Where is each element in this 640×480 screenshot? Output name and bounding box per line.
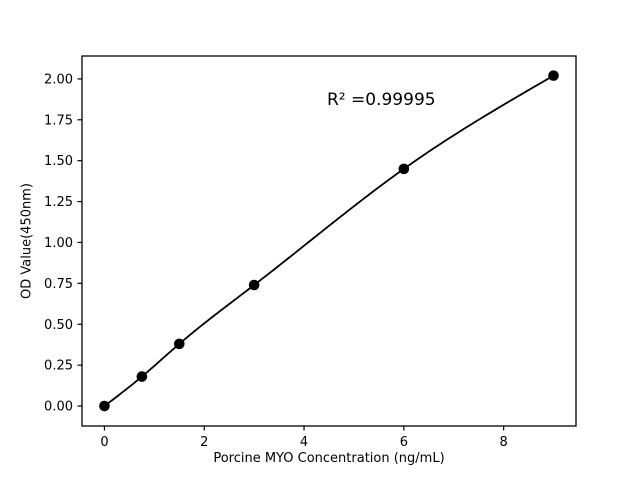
axes-spines <box>81 55 577 427</box>
y-tick-label: 1.00 <box>44 236 73 251</box>
x-tick-label: 6 <box>400 435 408 450</box>
data-point <box>398 163 410 175</box>
data-point <box>174 338 185 350</box>
x-tick-label: 0 <box>100 435 108 450</box>
y-axis-label: OD Value(450nm) <box>19 183 35 299</box>
y-tick-label: 2.00 <box>44 72 73 87</box>
x-tick-label: 8 <box>500 435 508 450</box>
y-tick-label: 0.25 <box>44 359 73 374</box>
y-tick-label: 1.50 <box>44 154 73 169</box>
data-point <box>136 371 148 382</box>
fitted-curve <box>103 74 555 407</box>
r-squared-annotation: R² =0.99995 <box>327 90 436 110</box>
x-axis-label: Porcine MYO Concentration (ng/mL) <box>213 451 445 466</box>
y-tick-label: 0.75 <box>44 277 73 292</box>
y-tick-label: 1.75 <box>44 113 73 128</box>
x-tick-label: 2 <box>200 435 208 450</box>
x-tick-label: 4 <box>300 435 308 450</box>
data-point <box>248 279 260 291</box>
y-tick-label: 1.25 <box>44 195 73 210</box>
y-tick-label: 0.00 <box>44 400 73 415</box>
y-tick-label: 0.50 <box>44 318 73 333</box>
data-point <box>548 70 559 81</box>
data-point <box>99 400 110 412</box>
